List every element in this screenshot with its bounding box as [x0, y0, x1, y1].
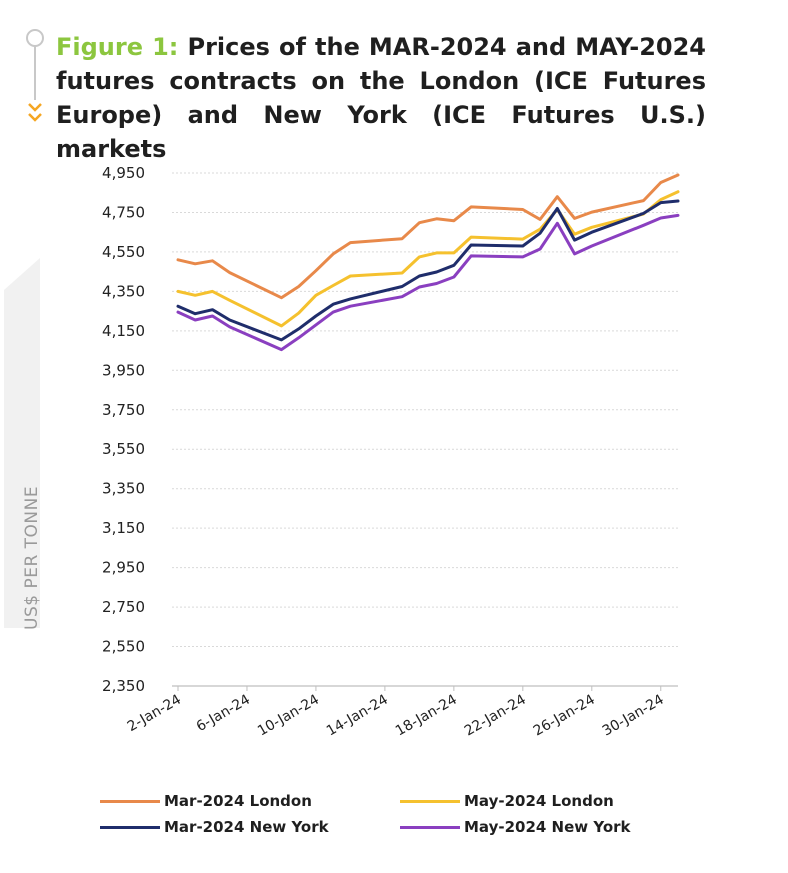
- y-tick-label: 2,950: [102, 559, 145, 577]
- y-tick-label: 3,350: [102, 480, 145, 498]
- y-tick-label: 3,750: [102, 401, 145, 419]
- x-tick-label: 14-Jan-24: [324, 692, 391, 740]
- figure-title: Figure 1: Prices of the MAR-2024 and MAY…: [56, 30, 706, 166]
- y-tick-label: 3,150: [102, 519, 145, 537]
- y-tick-labels: 2,350 2,550 2,750 2,950 3,150 3,350 3,550 3,750…: [102, 164, 145, 695]
- legend-item: May-2024 London: [400, 792, 614, 810]
- series-line-may-2024-london: [176, 190, 680, 328]
- y-tick-label: 2,750: [102, 598, 145, 616]
- y-tick-label: 4,150: [102, 322, 145, 340]
- y-tick-label: 4,350: [102, 282, 145, 300]
- series-lines: [176, 173, 680, 352]
- y-tick-label: 4,950: [102, 164, 145, 182]
- legend-label: Mar-2024 New York: [164, 818, 329, 836]
- legend-item: May-2024 New York: [400, 818, 631, 836]
- x-tick-label: 6-Jan-24: [194, 692, 253, 735]
- legend-label: Mar-2024 London: [164, 792, 312, 810]
- series-line-mar-2024-new-york: [176, 199, 680, 342]
- x-tick-label: 22-Jan-24: [462, 692, 529, 740]
- legend-label: May-2024 London: [464, 792, 614, 810]
- legend-swatch: [400, 825, 460, 829]
- title-connector-icon: [26, 29, 44, 122]
- chart-legend: Mar-2024 London May-2024 London Mar-2024 N…: [100, 792, 700, 842]
- y-tick-label: 3,950: [102, 361, 145, 379]
- y-tick-label: 2,550: [102, 638, 145, 656]
- legend-item: Mar-2024 London: [100, 792, 312, 810]
- axes: [172, 685, 678, 691]
- x-tick-label: 30-Jan-24: [600, 692, 667, 740]
- y-tick-label: 2,350: [102, 677, 145, 695]
- x-tick-label: 18-Jan-24: [393, 692, 460, 740]
- x-tick-label: 10-Jan-24: [255, 692, 322, 740]
- legend-item: Mar-2024 New York: [100, 818, 329, 836]
- gridlines: [172, 172, 678, 687]
- legend-swatch: [400, 799, 460, 803]
- x-tick-label: 26-Jan-24: [531, 692, 598, 740]
- figure-label: Figure 1:: [56, 33, 179, 61]
- legend-swatch: [100, 825, 160, 829]
- x-tick-label: 2-Jan-24: [125, 692, 184, 735]
- y-tick-label: 4,550: [102, 243, 145, 261]
- x-tick-labels: 2-Jan-24 6-Jan-24 10-Jan-24 14-Jan-24 18-Jan…: [125, 692, 667, 740]
- y-tick-label: 3,550: [102, 440, 145, 458]
- ylabel-band: [4, 258, 40, 628]
- legend-label: May-2024 New York: [464, 818, 631, 836]
- series-line-mar-2024-london: [176, 173, 680, 300]
- legend-swatch: [100, 799, 160, 803]
- line-chart: 2,350 2,550 2,750 2,950 3,150 3,350 3,550 3,750…: [102, 164, 680, 740]
- y-tick-label: 4,750: [102, 203, 145, 221]
- series-line-may-2024-new-york: [176, 213, 680, 352]
- figure-title-text: Prices of the MAR-2024 and MAY-2024 futu…: [56, 33, 707, 163]
